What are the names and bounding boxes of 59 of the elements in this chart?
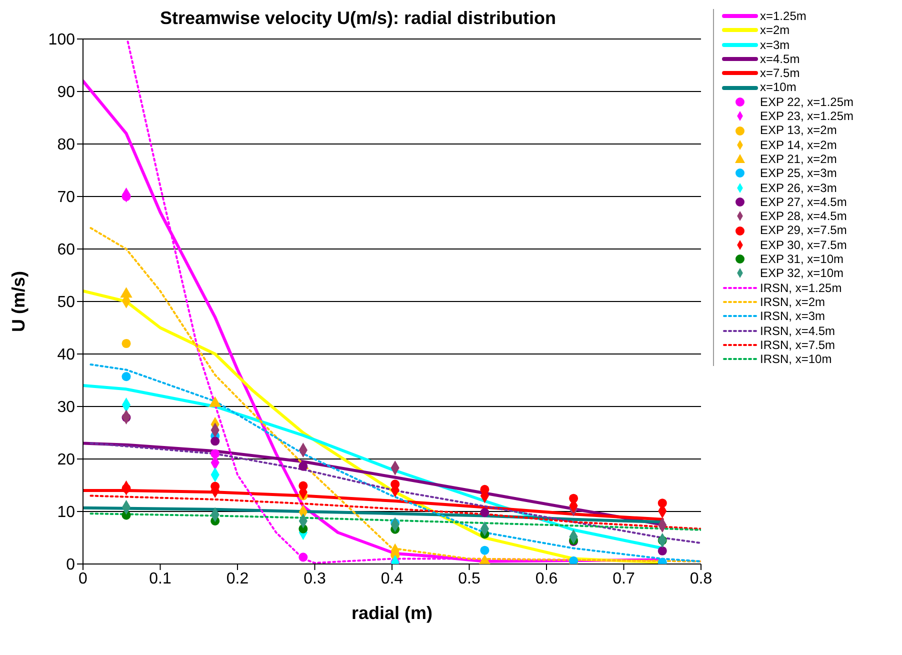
- x-tick-label: 0.4: [380, 570, 404, 588]
- point: [298, 552, 308, 562]
- y-tick-label: 40: [57, 346, 76, 364]
- legend-label: EXP 23, x=1.25m: [760, 109, 854, 124]
- legend-label: x=10m: [760, 80, 796, 95]
- point: [298, 462, 308, 471]
- x-tick-label: 0.7: [612, 570, 635, 588]
- legend-label: EXP 32, x=10m: [760, 266, 844, 281]
- y-tick-label: 90: [57, 84, 76, 102]
- y-tick-label: 60: [57, 242, 76, 259]
- point: [210, 449, 220, 458]
- legend-label: x=4.5m: [760, 52, 800, 66]
- legend-label: IRSN, x=10m: [760, 352, 832, 366]
- legend-label: IRSN, x=7.5m: [760, 338, 836, 352]
- point: [210, 436, 220, 446]
- legend-label: IRSN, x=4.5m: [760, 324, 836, 338]
- legend-label: EXP 25, x=3m: [760, 166, 837, 181]
- legend-label: EXP 26, x=3m: [760, 180, 837, 195]
- legend-label: EXP 29, x=7.5m: [760, 223, 847, 238]
- x-tick-label: 0.6: [535, 570, 558, 588]
- legend-label: IRSN, x=1.25m: [760, 280, 842, 295]
- legend-label: x=3m: [760, 38, 790, 52]
- legend-label: EXP 13, x=2m: [760, 123, 837, 138]
- x-axis-title: radial (m): [351, 603, 433, 623]
- x-tick-label: 0.5: [458, 570, 480, 588]
- y-tick-label: 100: [48, 32, 76, 49]
- x-tick-label: 0.8: [690, 570, 712, 588]
- legend-label: EXP 31, x=10m: [760, 252, 844, 266]
- y-tick-label: 70: [57, 189, 76, 206]
- legend-label: EXP 30, x=7.5m: [760, 238, 847, 252]
- legend-label: EXP 22, x=1.25m: [760, 94, 854, 110]
- y-axis-title: U (m/s): [8, 270, 28, 332]
- legend-label: EXP 14, x=2m: [760, 138, 837, 152]
- x-tick-label: 0.3: [304, 570, 326, 588]
- point: [122, 338, 131, 348]
- y-tick-label: 0: [66, 556, 76, 574]
- legend-label: EXP 27, x=4.5m: [760, 194, 847, 210]
- y-tick-label: 10: [57, 504, 76, 522]
- y-tick-label: 30: [57, 399, 76, 416]
- point: [480, 508, 490, 518]
- y-tick-label: 20: [57, 452, 76, 469]
- legend-label: x=7.5m: [760, 66, 800, 80]
- point: [658, 546, 667, 556]
- point: [122, 372, 131, 382]
- y-tick-label: 50: [57, 294, 76, 312]
- x-tick-label: 0.2: [226, 570, 249, 588]
- legend-label: x=2m: [760, 23, 790, 38]
- legend-label: EXP 21, x=2m: [760, 152, 837, 166]
- y-tick-label: 80: [57, 136, 76, 154]
- legend-label: IRSN, x=2m: [760, 294, 826, 310]
- point: [480, 546, 490, 555]
- x-tick-label: 0.1: [149, 570, 172, 588]
- x-tick-label: 0: [78, 570, 88, 588]
- line-series: [90, 227, 701, 562]
- legend-label: x=1.25m: [760, 9, 806, 24]
- chart-title: Streamwise velocity U(m/s): radial distribution: [158, 8, 558, 29]
- line-series: [90, 364, 701, 562]
- legend-label: EXP 28, x=4.5m: [760, 209, 847, 224]
- legend-label: IRSN, x=3m: [760, 309, 826, 324]
